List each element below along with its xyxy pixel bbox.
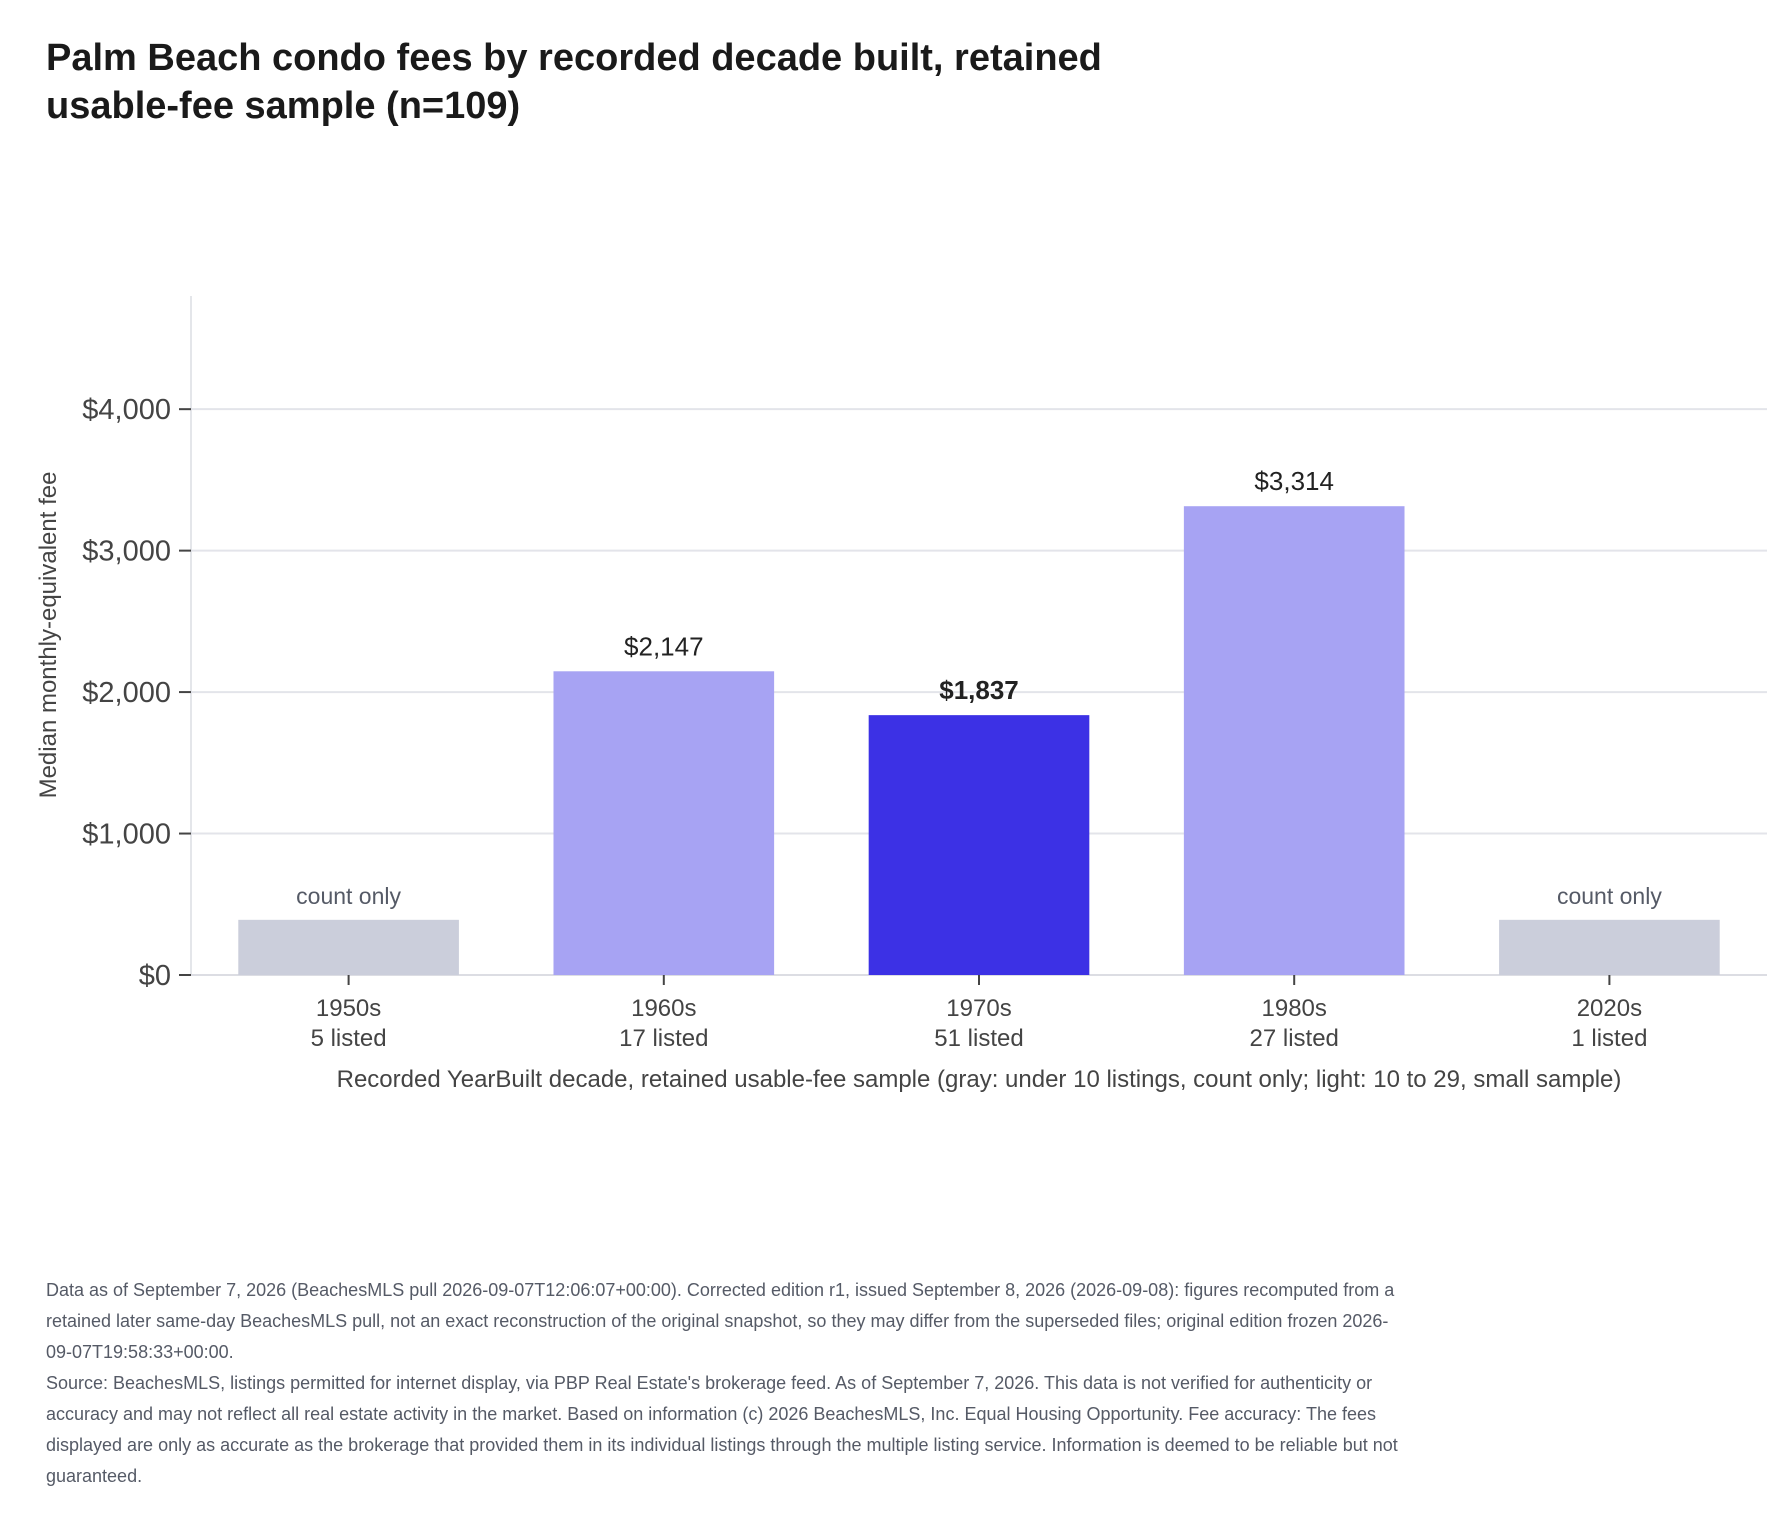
x-tick-count-label: 1 listed	[1571, 1025, 1647, 1052]
x-tick-count-label: 5 listed	[311, 1025, 387, 1052]
y-axis-title: Median monthly-equivalent fee	[35, 472, 62, 799]
x-ticks: 1950s 5 listed 1960s 17 listed 1970s 51 liste…	[311, 975, 1647, 1052]
bar-1970s	[868, 715, 1090, 975]
x-tick-label: 1980s	[1262, 995, 1327, 1022]
x-tick-label: 1970s	[946, 995, 1011, 1022]
value-label-1970s: $1,837	[939, 675, 1019, 705]
source-note: Source: BeachesMLS, listings permitted f…	[46, 1373, 1398, 1486]
value-label-1960s: $2,147	[624, 631, 704, 661]
bars	[238, 506, 1720, 975]
y-tick-label: $0	[139, 960, 171, 992]
bar-chart: $0 $1,000 $2,000 $3,000 $4,000 count only $2,…	[35, 296, 1767, 1093]
value-labels: count only $2,147 $1,837 $3,314 count only	[296, 466, 1662, 909]
bar-1960s	[553, 671, 775, 975]
value-label-1950s: count only	[296, 883, 401, 909]
y-tick-label: $4,000	[82, 394, 171, 426]
x-tick-label: 2020s	[1577, 995, 1642, 1022]
x-tick-label: 1950s	[316, 995, 381, 1022]
bar-1980s	[1183, 506, 1405, 975]
y-tick-label: $1,000	[82, 819, 171, 851]
footnotes: Data as of September 7, 2026 (BeachesMLS…	[46, 1275, 1406, 1492]
x-tick-count-label: 51 listed	[934, 1025, 1023, 1052]
data-note: Data as of September 7, 2026 (BeachesMLS…	[46, 1280, 1395, 1362]
bar-2020s	[1499, 919, 1720, 975]
y-tick-label: $2,000	[82, 677, 171, 709]
value-label-2020s: count only	[1557, 883, 1662, 909]
x-tick-count-label: 17 listed	[619, 1025, 708, 1052]
y-ticks: $0 $1,000 $2,000 $3,000 $4,000	[82, 394, 191, 992]
value-label-1980s: $3,314	[1254, 466, 1334, 496]
chart-title: Palm Beach condo fees by recorded decade…	[46, 37, 1102, 127]
y-tick-label: $3,000	[82, 536, 171, 568]
x-axis-title: Recorded YearBuilt decade, retained usab…	[337, 1066, 1622, 1093]
bar-1950s	[238, 919, 459, 975]
x-tick-label: 1960s	[631, 995, 696, 1022]
x-tick-count-label: 27 listed	[1250, 1025, 1339, 1052]
